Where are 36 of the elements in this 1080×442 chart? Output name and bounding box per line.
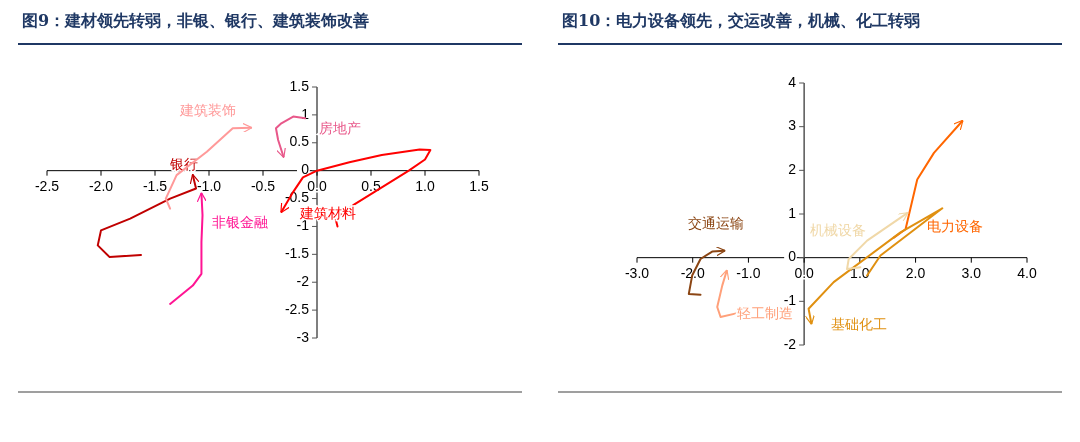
x-tick-label: 0.0 [307, 177, 327, 194]
x-tick-label: 4.0 [1017, 264, 1037, 281]
x-tick-label: -2.5 [34, 177, 60, 194]
x-tick-label: -3.0 [624, 264, 650, 281]
y-tick-label: 0 [788, 248, 797, 265]
y-tick-label: 4 [788, 73, 797, 90]
series-label: 非银金融 [212, 213, 269, 230]
x-tick-label: 1.0 [415, 177, 435, 194]
x-tick-label: -1.0 [196, 177, 222, 194]
y-tick-label: 1.5 [289, 77, 310, 94]
x-tick-label: 1.5 [469, 177, 489, 194]
y-tick-label: 0.5 [289, 133, 310, 150]
series-label: 机械设备 [809, 221, 866, 238]
series-label: 房地产 [319, 119, 362, 136]
series-label: 电力设备 [926, 218, 983, 235]
y-tick-label: 3 [788, 117, 797, 134]
y-tick-label: -2 [783, 335, 797, 352]
y-tick-label: 0 [301, 161, 310, 178]
y-tick-label: -1.5 [284, 245, 310, 262]
y-tick-label: -3 [296, 328, 310, 345]
chart-title: 图10：电力设备领先，交运改善，机械、化工转弱 [562, 11, 921, 30]
x-tick-label: -0.5 [250, 177, 276, 194]
y-tick-label: 2 [788, 161, 797, 178]
x-tick-label: 2.0 [905, 264, 926, 281]
chart-title: 图9：建材领先转弱，非银、银行、建筑装饰改善 [22, 11, 370, 30]
series-label: 交通运输 [688, 215, 745, 232]
y-tick-label: -2.5 [284, 300, 310, 317]
series-label: 建筑装饰 [178, 101, 236, 118]
x-tick-label: -1.5 [142, 177, 168, 194]
series-label: 建筑材料 [298, 205, 356, 222]
y-tick-label: -2 [296, 272, 310, 289]
x-tick-label: -2.0 [88, 177, 114, 194]
x-tick-label: 3.0 [961, 264, 982, 281]
y-tick-label: 1 [788, 204, 797, 221]
series-label: 基础化工 [830, 316, 887, 333]
x-tick-label: -1.0 [736, 264, 761, 281]
